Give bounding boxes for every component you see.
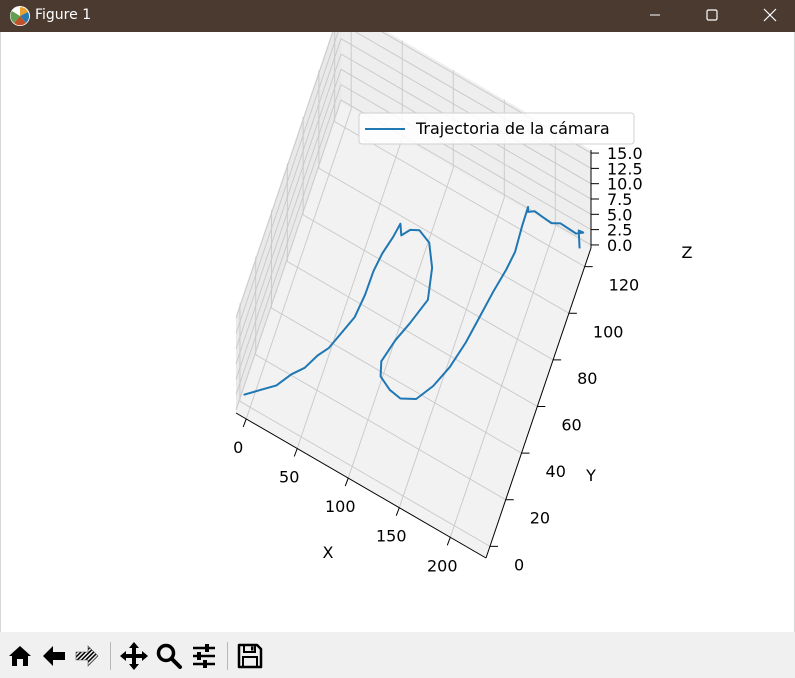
x-tick	[395, 507, 400, 516]
z-tick-label: 5.0	[607, 205, 632, 224]
close-button[interactable]	[741, 0, 795, 30]
xwall-grid-z	[235, 99, 342, 411]
sliders-icon	[193, 644, 215, 668]
x-tick-label: 100	[325, 497, 356, 516]
tick-marks	[242, 152, 599, 547]
z-tick-label: 7.5	[607, 190, 632, 209]
matplotlib-app-icon	[9, 5, 31, 27]
y-tick-label: 20	[530, 509, 550, 528]
x-tick	[344, 477, 349, 487]
maximize-button[interactable]	[683, 0, 741, 30]
home-icon	[9, 646, 31, 666]
x-tick	[293, 448, 298, 457]
window-titlebar: Figure 1	[0, 0, 795, 32]
y-tick-label: 120	[609, 276, 640, 295]
arrow-right-icon	[75, 645, 99, 667]
y-tick-label: 80	[577, 369, 597, 388]
x-tick	[242, 418, 247, 428]
floor-grid-x	[245, 108, 352, 420]
legend-label: Trajectoria de la cámara	[415, 119, 610, 138]
z-tick-label: 15.0	[607, 144, 643, 163]
z-axis-label: Z	[682, 243, 693, 262]
x-tick-label: 150	[376, 527, 407, 546]
xwall-grid-z	[235, 7, 342, 319]
save-button[interactable]	[234, 640, 266, 672]
z-tick-label: 12.5	[607, 159, 643, 178]
toolbar-separator	[227, 642, 228, 670]
ywall-grid-z	[340, 38, 592, 185]
floor-pane	[236, 103, 591, 558]
floor-grid-y	[334, 121, 585, 268]
grid-lines	[235, 7, 592, 547]
minimize-icon	[650, 14, 660, 16]
magnifier-icon	[156, 643, 182, 669]
pan-button[interactable]	[118, 640, 150, 672]
z-tick-label: 10.0	[607, 175, 643, 194]
series-group	[243, 205, 585, 400]
xwall-grid-z	[235, 53, 342, 365]
series-line-0	[243, 205, 585, 400]
maximize-icon	[706, 9, 718, 21]
minimize-button[interactable]	[626, 0, 684, 30]
y-tick-label: 100	[593, 322, 624, 341]
y-tick-label: 60	[561, 415, 581, 434]
x-tick-label: 0	[233, 438, 243, 457]
floor-grid-y	[271, 307, 522, 454]
x-axis-label: X	[323, 543, 334, 562]
ywall-grid-z	[340, 84, 592, 231]
xwall-grid-z	[235, 38, 342, 349]
x-tick-label: 50	[279, 468, 299, 487]
floor-grid-x	[347, 167, 454, 479]
z-tick-label: 2.5	[607, 221, 632, 240]
floor-grid-y	[302, 214, 554, 361]
save-icon	[237, 643, 263, 669]
y-axis-label: Y	[585, 466, 596, 485]
floor-grid-y	[255, 354, 506, 501]
floor-grid-x	[449, 227, 556, 538]
arrow-left-icon	[43, 646, 65, 666]
floor-grid-x	[296, 138, 403, 449]
z-tick-label: 0.0	[607, 236, 632, 255]
figure-canvas[interactable]: 0 50 100 150 200 0 20 40 60 80 100 120 0.0 2.5 5.0 7.5 1…	[0, 5, 795, 632]
legend-frame	[358, 112, 635, 145]
toolbar-separator	[110, 642, 111, 670]
y-tick-label: 0	[514, 555, 524, 574]
navigation-toolbar	[0, 632, 795, 678]
configure-subplots-button[interactable]	[188, 640, 220, 672]
floor-grid-y	[287, 261, 538, 407]
y-axis-line	[485, 247, 592, 559]
window-title: Figure 1	[35, 7, 92, 23]
y-tick-label: 40	[546, 462, 566, 481]
xwall-grid-z	[235, 84, 342, 395]
floor-grid-x	[398, 197, 505, 508]
x-axis-line	[235, 412, 487, 559]
floor-grid-y	[239, 400, 491, 547]
xwall-grid-z	[235, 23, 342, 334]
x-tick	[446, 537, 451, 546]
back-button[interactable]	[38, 640, 70, 672]
floor-grid-y	[318, 167, 570, 314]
close-icon	[763, 8, 777, 22]
move-icon	[120, 642, 148, 670]
legend: Trajectoria de la cámara	[358, 112, 635, 145]
home-button[interactable]	[4, 640, 36, 672]
zoom-button[interactable]	[153, 640, 185, 672]
xwall-grid-z	[235, 69, 342, 380]
forward-button[interactable]	[71, 640, 103, 672]
x-tick-label: 200	[427, 556, 458, 575]
